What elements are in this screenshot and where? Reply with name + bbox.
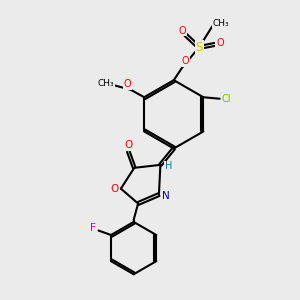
Text: CH₃: CH₃	[98, 80, 114, 88]
Text: O: O	[216, 38, 224, 48]
Text: CH₃: CH₃	[212, 19, 229, 28]
Text: H: H	[165, 161, 172, 171]
Text: O: O	[182, 56, 190, 66]
Text: S: S	[195, 41, 203, 54]
Text: O: O	[124, 140, 132, 150]
Text: O: O	[111, 184, 119, 194]
Text: N: N	[162, 191, 169, 201]
Text: Cl: Cl	[221, 94, 231, 104]
Text: O: O	[123, 80, 131, 89]
Text: F: F	[90, 223, 96, 233]
Text: O: O	[178, 26, 186, 36]
